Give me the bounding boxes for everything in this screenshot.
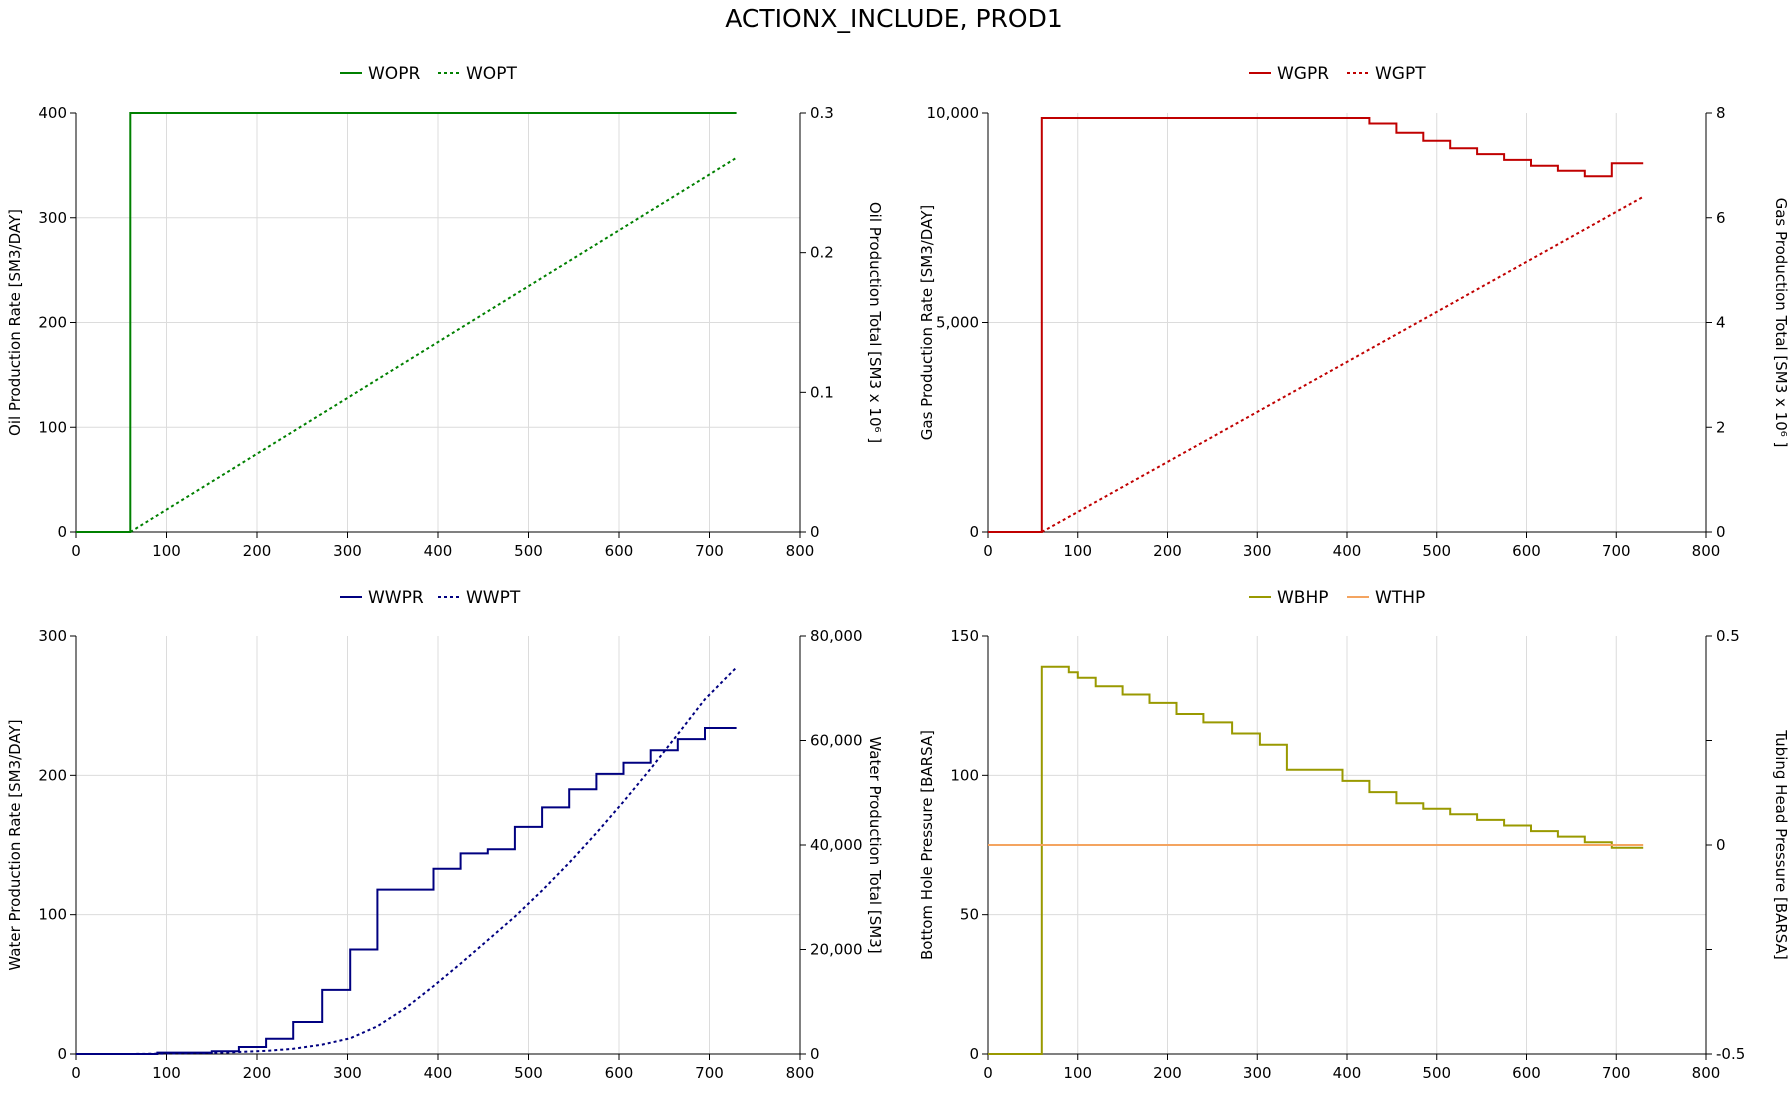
y-right-tick-label: 8 (1716, 104, 1726, 122)
y-left-axis-label: Oil Production Rate [SM3/DAY] (6, 209, 24, 436)
y-right-tick-label: -0.5 (1716, 1045, 1745, 1063)
y-right-tick-label: 6 (1716, 209, 1726, 227)
y-left-tick-label: 0 (57, 523, 67, 541)
y-left-tick-label: 10,000 (927, 104, 980, 122)
y-left-tick-label: 100 (38, 418, 67, 436)
y-left-axis-label: Water Production Rate [SM3/DAY] (6, 719, 24, 970)
y-right-tick-label: 0.5 (1716, 627, 1740, 645)
y-right-tick-label: 0 (1716, 836, 1726, 854)
series-line-wgpr (988, 117, 1644, 533)
y-left-tick-label: 50 (960, 906, 979, 924)
y-left-tick-label: 0 (57, 1045, 67, 1063)
y-right-tick-label: 0.2 (810, 244, 834, 262)
legend-label-wgpr: WGPR (1277, 64, 1329, 84)
x-tick-label: 700 (1602, 542, 1631, 560)
x-tick-label: 300 (1243, 542, 1272, 560)
y-right-tick-label: 0 (810, 1045, 820, 1063)
y-left-tick-label: 0 (969, 523, 979, 541)
series-line-wbhp (988, 665, 1644, 1055)
x-tick-label: 300 (333, 542, 362, 560)
x-tick-label: 500 (1422, 542, 1451, 560)
legend-label-wopr: WOPR (368, 64, 420, 84)
x-tick-label: 600 (605, 542, 634, 560)
y-left-tick-label: 300 (38, 627, 67, 645)
y-left-tick-label: 100 (950, 766, 979, 784)
x-tick-label: 100 (1063, 542, 1092, 560)
x-tick-label: 400 (424, 542, 453, 560)
x-tick-label: 600 (1512, 1064, 1541, 1082)
x-tick-label: 100 (152, 1064, 181, 1082)
x-tick-label: 200 (1153, 1064, 1182, 1082)
x-tick-label: 0 (71, 542, 81, 560)
series-line-wopt (129, 156, 738, 533)
y-left-axis-label: Bottom Hole Pressure [BARSA] (918, 730, 936, 960)
x-tick-label: 100 (1063, 1064, 1092, 1082)
x-tick-label: 500 (1422, 1064, 1451, 1082)
y-left-tick-label: 100 (38, 906, 67, 924)
x-tick-label: 100 (152, 542, 181, 560)
x-tick-label: 0 (71, 1064, 81, 1082)
x-tick-label: 0 (983, 1064, 993, 1082)
y-left-tick-label: 300 (38, 209, 67, 227)
y-right-tick-label: 0.1 (810, 383, 834, 401)
legend-label-wthp: WTHP (1375, 588, 1425, 608)
y-right-tick-label: 0 (1716, 523, 1726, 541)
series-line-wwpt (130, 666, 738, 1055)
y-right-tick-label: 0.3 (810, 104, 834, 122)
x-tick-label: 500 (514, 542, 543, 560)
y-right-tick-label: 60,000 (810, 732, 863, 750)
series-line-wgpt (1041, 195, 1644, 533)
legend-label-wgpt: WGPT (1375, 64, 1426, 84)
x-tick-label: 800 (786, 1064, 815, 1082)
y-left-tick-label: 200 (38, 314, 67, 332)
x-tick-label: 700 (695, 1064, 724, 1082)
chart-panel-4: 0 100 200 300 400 500 600 700 800 0 50 100 150 -0.5 0 0… (918, 588, 1788, 1082)
x-tick-label: 400 (1333, 1064, 1362, 1082)
x-tick-label: 400 (424, 1064, 453, 1082)
x-tick-label: 700 (695, 542, 724, 560)
chart-panel-1: 0 100 200 300 400 500 600 700 800010020030040000… (6, 64, 884, 560)
y-right-axis-label: Oil Production Total [SM3 x 10⁶ ] (866, 202, 884, 443)
x-tick-label: 700 (1602, 1064, 1631, 1082)
page-title: ACTIONX_INCLUDE, PROD1 (725, 4, 1063, 33)
x-tick-label: 300 (333, 1064, 362, 1082)
series-line-wopr (76, 112, 737, 533)
y-left-tick-label: 400 (38, 104, 67, 122)
x-tick-label: 400 (1333, 542, 1362, 560)
y-left-tick-label: 150 (950, 627, 979, 645)
x-tick-label: 800 (786, 542, 815, 560)
series-line-wwpr (76, 727, 737, 1055)
legend-label-wwpr: WWPR (368, 588, 424, 608)
chart-panel-3: 0 100 200 300 400 500 600 700 8000100200300020,0… (6, 588, 884, 1082)
y-left-tick-label: 0 (969, 1045, 979, 1063)
legend-label-wwpt: WWPT (466, 588, 521, 608)
y-right-axis-label: Gas Production Total [SM3 x 10⁶ ] (1772, 198, 1788, 448)
x-tick-label: 600 (1512, 542, 1541, 560)
y-left-tick-label: 200 (38, 766, 67, 784)
x-tick-label: 500 (514, 1064, 543, 1082)
y-right-tick-label: 2 (1716, 418, 1726, 436)
x-tick-label: 200 (243, 542, 272, 560)
x-tick-label: 800 (1692, 1064, 1721, 1082)
y-right-axis-label: Tubing Head Pressure [BARSA] (1772, 729, 1788, 959)
x-tick-label: 800 (1692, 542, 1721, 560)
x-tick-label: 300 (1243, 1064, 1272, 1082)
legend-label-wopt: WOPT (466, 64, 517, 84)
y-right-tick-label: 0 (810, 523, 820, 541)
y-right-tick-label: 80,000 (810, 627, 863, 645)
y-right-tick-label: 20,000 (810, 941, 863, 959)
y-right-tick-label: 40,000 (810, 836, 863, 854)
y-left-tick-label: 5,000 (936, 314, 979, 332)
x-tick-label: 200 (1153, 542, 1182, 560)
y-left-axis-label: Gas Production Rate [SM3/DAY] (918, 205, 936, 440)
y-right-axis-label: Water Production Total [SM3] (866, 736, 884, 953)
x-tick-label: 200 (243, 1064, 272, 1082)
x-tick-label: 600 (605, 1064, 634, 1082)
x-tick-label: 0 (983, 542, 993, 560)
y-right-tick-label: 4 (1716, 314, 1726, 332)
chart-panel-2: 0 100 200 300 400 500 600 700 80005,00010,000024… (918, 64, 1788, 560)
legend-label-wbhp: WBHP (1277, 588, 1329, 608)
